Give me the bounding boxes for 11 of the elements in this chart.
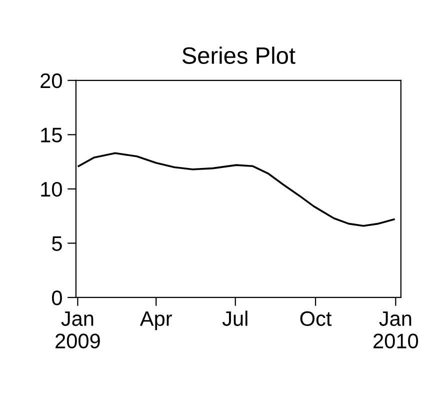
- x-tick-label: Apr: [140, 311, 172, 330]
- x-tick-label: Oct: [300, 311, 332, 326]
- x-tick-label: Jul: [222, 310, 248, 326]
- y-tick-label: 0: [52, 290, 62, 306]
- x-tick-label: Jan 2009: [56, 311, 100, 348]
- y-tick-label: 10: [41, 182, 62, 197]
- x-tick-label: Jan 2010: [374, 311, 418, 348]
- y-tick-label: 15: [41, 128, 62, 142]
- y-tick-label: 5: [52, 236, 62, 251]
- y-tick-label: 20: [40, 73, 62, 88]
- chart-title: Series Plot: [182, 46, 296, 64]
